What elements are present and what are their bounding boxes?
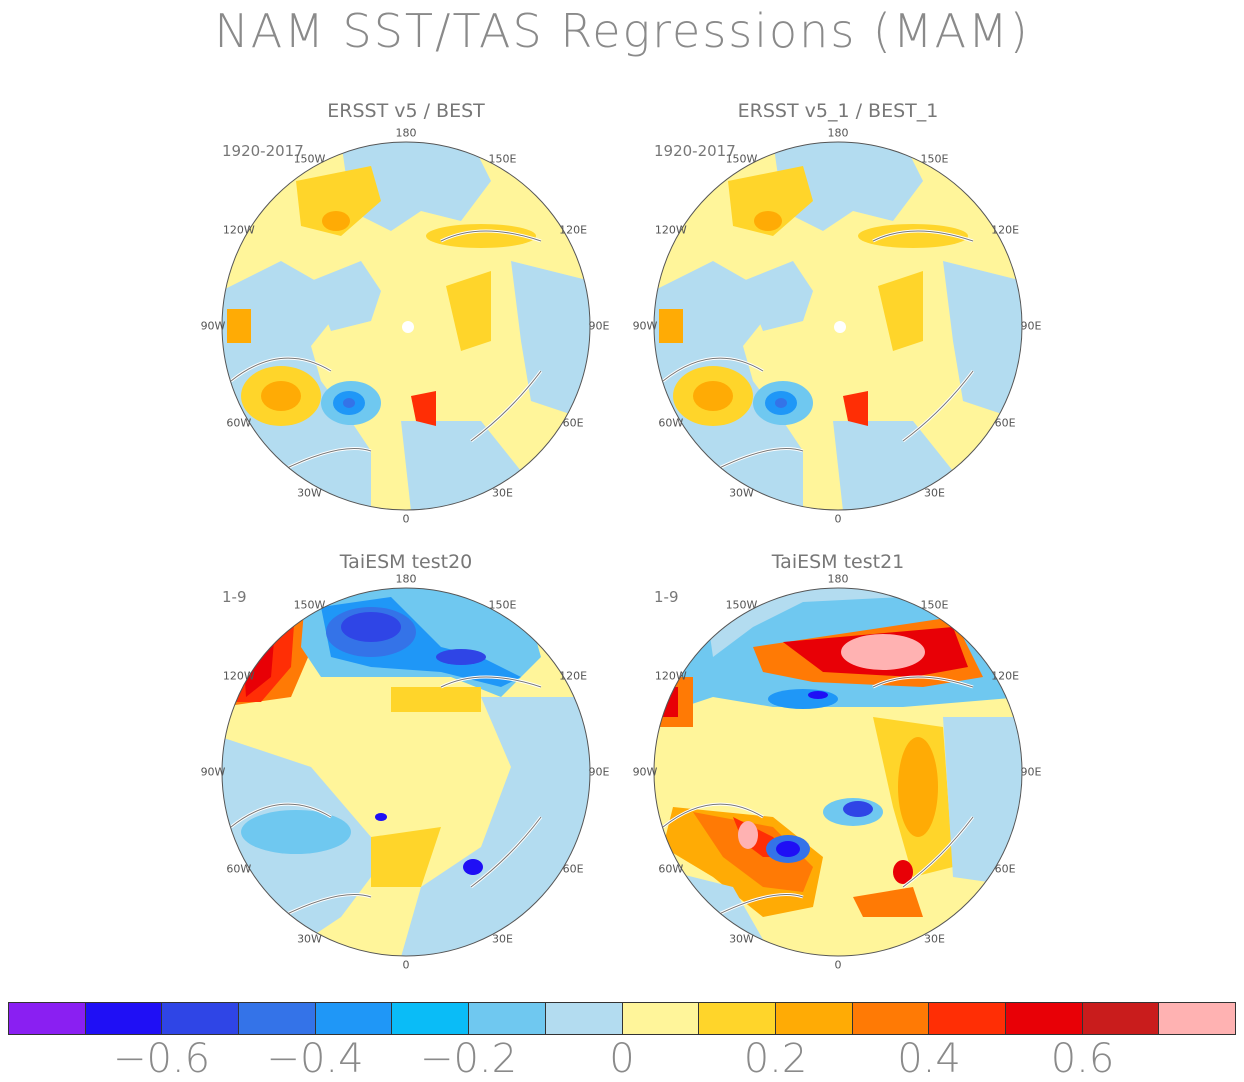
longitude-label: 120E <box>991 223 1020 236</box>
colorbar-swatch <box>9 1003 86 1034</box>
longitude-label: 30W <box>729 932 754 946</box>
colorbar-swatch <box>1159 1003 1235 1034</box>
longitude-label: 120W <box>222 223 255 236</box>
longitude-label: 180 <box>827 126 849 140</box>
longitude-label: 150E <box>488 152 517 166</box>
colorbar-swatch <box>699 1003 776 1034</box>
longitude-label: 150W <box>725 152 758 166</box>
longitude-label: 180 <box>395 572 417 586</box>
longitude-label: 150E <box>920 152 949 166</box>
longitude-label: 120W <box>222 669 255 682</box>
colorbar-swatch <box>852 1003 930 1034</box>
longitude-label: 0 <box>402 512 410 526</box>
colorbar-swatch <box>239 1003 316 1034</box>
longitude-label: 120E <box>991 669 1020 682</box>
longitude-label: 150W <box>725 598 758 612</box>
panel-title-2: ERSST v5_1 / BEST_1 <box>737 100 939 122</box>
polar-map-4 <box>653 587 1023 957</box>
colorbar-swatch <box>392 1003 470 1034</box>
panel-period-3: 1-9 <box>222 588 247 606</box>
longitude-label: 120W <box>654 223 687 236</box>
longitude-label: 60E <box>994 416 1016 429</box>
longitude-label: 90W <box>632 765 658 779</box>
longitude-label: 60W <box>658 862 684 875</box>
colorbar-tick-label: −0.4 <box>266 1036 364 1082</box>
longitude-label: 30E <box>492 932 513 946</box>
longitude-label: 60W <box>226 862 252 875</box>
longitude-label: 0 <box>834 958 842 972</box>
longitude-label: 60E <box>562 416 584 429</box>
longitude-label: 150E <box>920 598 949 612</box>
longitude-label: 30W <box>297 486 322 500</box>
panel-title-1: ERSST v5 / BEST <box>327 100 485 122</box>
colorbar-tick-label: 0 <box>609 1036 635 1082</box>
colorbar-tick-label: −0.2 <box>419 1036 518 1082</box>
polar-map-2 <box>653 141 1023 511</box>
polar-map-1 <box>221 141 591 511</box>
colorbar <box>8 1002 1236 1035</box>
longitude-label: 90E <box>588 319 610 333</box>
longitude-label: 90E <box>1020 765 1042 779</box>
longitude-label: 90W <box>632 319 658 333</box>
longitude-label: 60E <box>562 862 584 875</box>
colorbar-tick-label: 0.6 <box>1050 1036 1115 1082</box>
longitude-label: 30W <box>729 486 754 500</box>
longitude-label: 120W <box>654 669 687 682</box>
colorbar-swatch <box>929 1003 1006 1034</box>
colorbar-tick-label: 0.2 <box>743 1036 808 1082</box>
longitude-label: 180 <box>827 572 849 586</box>
longitude-label: 90W <box>200 765 226 779</box>
longitude-label: 90E <box>1020 319 1042 333</box>
longitude-label: 90W <box>200 319 226 333</box>
longitude-label: 150W <box>293 152 326 166</box>
longitude-label: 30W <box>297 932 322 946</box>
longitude-label: 0 <box>402 958 410 972</box>
panel-title-3: TaiESM test20 <box>339 551 473 573</box>
longitude-label: 150E <box>488 598 517 612</box>
colorbar-swatch <box>85 1003 163 1034</box>
panel-period-2: 1920-2017 <box>654 142 736 160</box>
longitude-label: 60W <box>658 416 684 429</box>
longitude-label: 150W <box>293 598 326 612</box>
longitude-label: 120E <box>559 223 588 236</box>
panel-period-4: 1-9 <box>654 588 679 606</box>
longitude-label: 180 <box>395 126 417 140</box>
longitude-label: 90E <box>588 765 610 779</box>
longitude-label: 60W <box>226 416 252 429</box>
polar-map-3 <box>221 587 591 957</box>
longitude-label: 30E <box>492 486 513 500</box>
colorbar-swatch <box>1082 1003 1160 1034</box>
colorbar-tick-label: −0.6 <box>112 1036 211 1082</box>
longitude-label: 30E <box>924 932 945 946</box>
colorbar-swatch <box>775 1003 853 1034</box>
longitude-label: 120E <box>559 669 588 682</box>
panel-title-4: TaiESM test21 <box>771 551 905 573</box>
figure-title: NAM SST/TAS Regressions (MAM) <box>214 4 1030 58</box>
colorbar-swatch <box>622 1003 700 1034</box>
colorbar-swatch <box>545 1003 623 1034</box>
colorbar-tick-label: 0.4 <box>897 1036 961 1082</box>
colorbar-swatch <box>1005 1003 1083 1034</box>
longitude-label: 30E <box>924 486 945 500</box>
colorbar-swatch <box>315 1003 393 1034</box>
longitude-label: 60E <box>994 862 1016 875</box>
panel-period-1: 1920-2017 <box>222 142 304 160</box>
longitude-label: 0 <box>834 512 842 526</box>
colorbar-swatch <box>469 1003 546 1034</box>
colorbar-swatch <box>162 1003 240 1034</box>
